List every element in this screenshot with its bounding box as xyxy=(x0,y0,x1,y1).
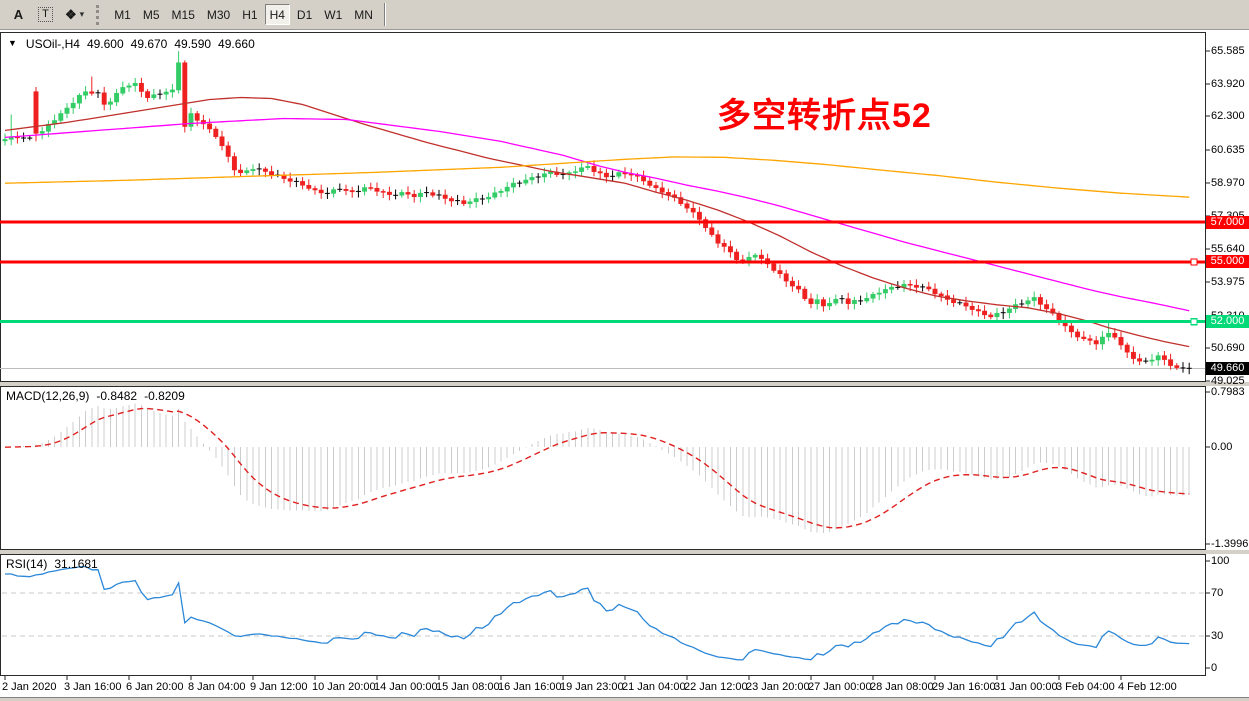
toolbar-separator xyxy=(383,3,386,26)
rsi-pane[interactable] xyxy=(0,554,1206,676)
date-label-14: 28 Jan 08:00 xyxy=(870,681,934,693)
price-badge-52.000: 52.000 xyxy=(1206,315,1249,329)
price-badge-55.000: 55.000 xyxy=(1206,255,1249,269)
timeframe-h1-button[interactable]: H1 xyxy=(242,7,258,22)
timeframe-d1-button[interactable]: D1 xyxy=(296,7,313,22)
symbol-dropdown-icon[interactable]: ▼ xyxy=(8,38,17,48)
price-badge-57.000: 57.000 xyxy=(1206,215,1249,229)
font-tool-button[interactable]: A xyxy=(6,4,31,25)
macd-pane[interactable] xyxy=(0,386,1206,550)
window-bottom-frame xyxy=(0,697,1249,701)
timeframe-toolbar: M1 M5 M15 M30 H1 H4 D1 W1 MN xyxy=(108,4,379,25)
date-label-9: 19 Jan 23:00 xyxy=(560,681,624,693)
main-chart-pane[interactable] xyxy=(0,32,1206,382)
rsi-name: RSI(14) xyxy=(6,557,48,571)
symbol-title: ▼ USOil-,H4 49.600 49.670 49.590 49.660 xyxy=(8,37,255,51)
ohlc-open: 49.600 xyxy=(86,37,124,51)
timeframe-m30-button[interactable]: M30 xyxy=(206,7,231,22)
price-tick-50.690: 50.690 xyxy=(1211,342,1245,354)
line-style-tool-button[interactable]: ❖ ▾ xyxy=(60,4,89,25)
tool-buttons: A T ❖ ▾ xyxy=(5,4,90,25)
timeframe-m1-button[interactable]: M1 xyxy=(114,7,131,22)
macd-signal-value: -0.8209 xyxy=(144,389,185,403)
date-label-7: 15 Jan 08:00 xyxy=(436,681,500,693)
timeframe-w1-button[interactable]: W1 xyxy=(324,7,343,22)
macd-tick-0.00: 0.00 xyxy=(1211,441,1233,453)
ohlc-low: 49.590 xyxy=(174,37,212,51)
pane-splitter-2[interactable] xyxy=(0,550,1249,554)
date-label-6: 14 Jan 00:00 xyxy=(374,681,438,693)
toolbar-grip-handle[interactable] xyxy=(96,4,100,25)
price-tick-63.920: 63.920 xyxy=(1211,78,1245,90)
chart-annotation-text[interactable]: 多空转折点52 xyxy=(717,97,932,135)
rsi-value: 31.1681 xyxy=(54,557,98,571)
pane-splitter-1[interactable] xyxy=(0,382,1249,386)
price-tick-55.640: 55.640 xyxy=(1211,243,1245,255)
date-label-13: 27 Jan 00:00 xyxy=(808,681,872,693)
timeframe-mn-button[interactable]: MN xyxy=(354,7,373,22)
text-label-tool-button[interactable]: T xyxy=(33,4,58,25)
date-label-18: 4 Feb 12:00 xyxy=(1118,681,1177,693)
chevron-down-icon: ▾ xyxy=(79,9,85,19)
price-tick-65.585: 65.585 xyxy=(1211,45,1245,57)
timeframe-h4-button[interactable]: H4 xyxy=(264,4,290,25)
macd-indicator-label: MACD(12,26,9) -0.8482 -0.8209 xyxy=(6,389,185,403)
ohlc-high: 49.670 xyxy=(130,37,168,51)
date-label-4: 9 Jan 12:00 xyxy=(250,681,308,693)
date-label-11: 22 Jan 12:00 xyxy=(684,681,748,693)
font-tool-icon: A xyxy=(13,7,24,22)
symbol-name: USOil-,H4 xyxy=(25,37,80,51)
rsi-tick-0: 0 xyxy=(1211,662,1218,674)
date-label-17: 3 Feb 04:00 xyxy=(1056,681,1115,693)
date-label-15: 29 Jan 16:00 xyxy=(932,681,996,693)
macd-name: MACD(12,26,9) xyxy=(6,389,90,403)
date-axis-strip xyxy=(0,676,1249,697)
price-tick-53.975: 53.975 xyxy=(1211,276,1245,288)
rsi-tick-70: 70 xyxy=(1211,587,1224,599)
rsi-tick-100: 100 xyxy=(1211,555,1230,567)
macd-main-value: -0.8482 xyxy=(96,389,138,403)
timeframe-m15-button[interactable]: M15 xyxy=(171,7,195,22)
date-label-10: 21 Jan 04:00 xyxy=(622,681,686,693)
timeframe-m5-button[interactable]: M5 xyxy=(142,7,160,22)
macd-tick--1.3996: -1.3996 xyxy=(1211,538,1249,550)
line-style-tool-icon: ❖ xyxy=(65,6,77,22)
toolbar: A T ❖ ▾ M1 M5 M15 M30 H1 H4 D1 W1 MN xyxy=(0,0,1249,30)
date-label-2: 6 Jan 20:00 xyxy=(126,681,184,693)
date-label-16: 31 Jan 00:00 xyxy=(994,681,1058,693)
current-price-badge: 49.660 xyxy=(1206,361,1249,375)
rsi-tick-30: 30 xyxy=(1211,630,1224,642)
price-tick-62.300: 62.300 xyxy=(1211,110,1245,122)
date-label-8: 16 Jan 16:00 xyxy=(498,681,562,693)
date-label-0: 2 Jan 2020 xyxy=(2,681,57,693)
rsi-indicator-label: RSI(14) 31.1681 xyxy=(6,557,98,571)
date-label-1: 3 Jan 16:00 xyxy=(64,681,122,693)
price-tick-58.970: 58.970 xyxy=(1211,177,1245,189)
ohlc-close: 49.660 xyxy=(218,37,255,51)
text-label-tool-icon: T xyxy=(38,7,53,22)
date-label-5: 10 Jan 20:00 xyxy=(312,681,376,693)
date-label-12: 23 Jan 20:00 xyxy=(746,681,810,693)
price-tick-49.025: 49.025 xyxy=(1211,375,1245,387)
date-label-3: 8 Jan 04:00 xyxy=(188,681,246,693)
macd-tick-0.7983: 0.7983 xyxy=(1211,386,1245,398)
price-tick-60.635: 60.635 xyxy=(1211,144,1245,156)
